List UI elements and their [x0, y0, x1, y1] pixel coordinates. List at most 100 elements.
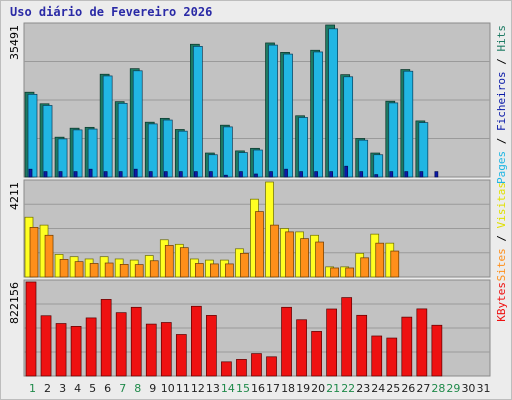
day-label-1: 1	[29, 382, 36, 395]
max-label-bottom: 822156	[8, 282, 21, 324]
bar-sites-day-16	[255, 211, 264, 278]
day-label-3: 3	[59, 382, 66, 395]
bar-ficheiros-day-9	[147, 123, 158, 178]
bar-ficheiros-day-15	[238, 152, 248, 178]
bar-pages-day-8	[133, 168, 138, 178]
bar-kbytes-day-8	[130, 306, 142, 377]
bar-ficheiros-day-22	[343, 76, 354, 178]
bar-ficheiros-day-25	[388, 102, 399, 178]
day-label-9: 9	[149, 382, 156, 395]
day-label-27: 27	[416, 382, 430, 395]
day-label-22: 22	[341, 382, 355, 395]
bar-sites-day-19	[300, 238, 309, 278]
bar-sites-day-24	[375, 242, 385, 278]
bar-sites-day-25	[390, 250, 400, 278]
bar-kbytes-day-24	[371, 335, 383, 377]
bar-kbytes-day-13	[206, 315, 217, 377]
bar-kbytes-day-25	[386, 337, 398, 377]
bar-pages-day-11	[178, 171, 183, 178]
bar-sites-day-5	[89, 263, 99, 278]
bar-pages-day-1	[28, 168, 33, 178]
day-label-2: 2	[44, 382, 51, 395]
bar-pages-day-26	[404, 171, 409, 178]
legend-separator: /	[495, 131, 508, 151]
bar-sites-day-14	[225, 263, 234, 278]
bar-sites-day-15	[240, 252, 249, 278]
bar-ficheiros-day-27	[418, 122, 429, 178]
day-label-5: 5	[89, 382, 96, 395]
bar-sites-day-7	[119, 264, 129, 278]
bar-ficheiros-day-14	[223, 126, 233, 178]
legend-entry-kbytes: KBytes	[495, 282, 508, 322]
bar-pages-day-14	[224, 174, 228, 178]
bar-kbytes-day-18	[281, 306, 292, 377]
bar-kbytes-day-20	[311, 331, 322, 377]
bar-pages-day-25	[389, 171, 394, 178]
bar-sites-day-2	[44, 234, 54, 278]
bar-ficheiros-day-20	[313, 51, 323, 178]
day-label-11: 11	[176, 382, 190, 395]
day-label-18: 18	[281, 382, 295, 395]
day-label-8: 8	[134, 382, 141, 395]
bar-pages-day-2	[43, 171, 48, 178]
bar-pages-day-27	[419, 171, 424, 178]
bar-kbytes-day-16	[251, 353, 262, 377]
bar-kbytes-day-2	[40, 315, 52, 377]
bar-ficheiros-day-6	[102, 75, 113, 178]
legend-bottom: KBytes	[495, 282, 508, 322]
bar-sites-day-18	[285, 231, 294, 278]
bar-kbytes-day-26	[401, 316, 413, 377]
bar-pages-day-24	[374, 174, 379, 178]
day-label-23: 23	[356, 382, 370, 395]
bar-sites-day-10	[164, 245, 174, 278]
bar-ficheiros-day-10	[162, 119, 173, 178]
bar-pages-day-17	[269, 171, 273, 178]
legend-text-top: Pages / Ficheiros / Hits	[495, 25, 508, 184]
bar-ficheiros-day-5	[87, 128, 98, 178]
legend-separator: /	[495, 228, 508, 248]
bar-kbytes-day-22	[341, 297, 353, 377]
day-label-21: 21	[326, 382, 340, 395]
legend-entry-sites: Sites	[495, 248, 508, 281]
day-label-15: 15	[236, 382, 250, 395]
day-label-19: 19	[296, 382, 310, 395]
bar-kbytes-day-9	[145, 323, 157, 377]
bar-sites-day-6	[104, 262, 114, 278]
bar-ficheiros-day-24	[373, 154, 384, 178]
bar-kbytes-day-5	[85, 317, 97, 377]
chart-title: Uso diário de Fevereiro 2026	[10, 5, 212, 19]
bar-sites-day-11	[179, 247, 189, 278]
bar-kbytes-day-11	[175, 334, 187, 377]
bar-ficheiros-day-3	[57, 138, 68, 178]
bar-ficheiros-day-8	[132, 70, 143, 178]
bar-sites-day-20	[315, 241, 324, 278]
bar-ficheiros-day-11	[177, 130, 188, 178]
bar-ficheiros-day-18	[283, 53, 293, 178]
bar-sites-day-12	[195, 263, 204, 278]
bar-kbytes-day-4	[70, 326, 82, 377]
bar-kbytes-day-10	[160, 322, 172, 377]
day-label-30: 30	[461, 382, 475, 395]
panels-group: 35491 4211 822156	[8, 22, 491, 377]
legend-entry-ficheiros: Ficheiros	[495, 71, 508, 131]
day-label-25: 25	[386, 382, 400, 395]
bar-ficheiros-day-19	[298, 117, 308, 178]
bar-sites-day-8	[134, 264, 144, 278]
legend-separator: /	[495, 52, 508, 72]
bar-pages-day-7	[118, 171, 123, 178]
day-label-29: 29	[446, 382, 460, 395]
day-label-20: 20	[311, 382, 325, 395]
bar-kbytes-day-19	[296, 319, 307, 377]
bar-sites-day-21	[330, 267, 339, 278]
bar-pages-day-9	[148, 171, 153, 178]
day-label-31: 31	[476, 382, 490, 395]
bar-kbytes-day-7	[115, 312, 127, 377]
max-label-top: 35491	[8, 25, 21, 60]
legend-mid: Sites / Visitas	[495, 182, 508, 281]
bar-pages-day-18	[284, 168, 288, 178]
bar-ficheiros-day-7	[117, 102, 128, 178]
day-label-14: 14	[221, 382, 235, 395]
